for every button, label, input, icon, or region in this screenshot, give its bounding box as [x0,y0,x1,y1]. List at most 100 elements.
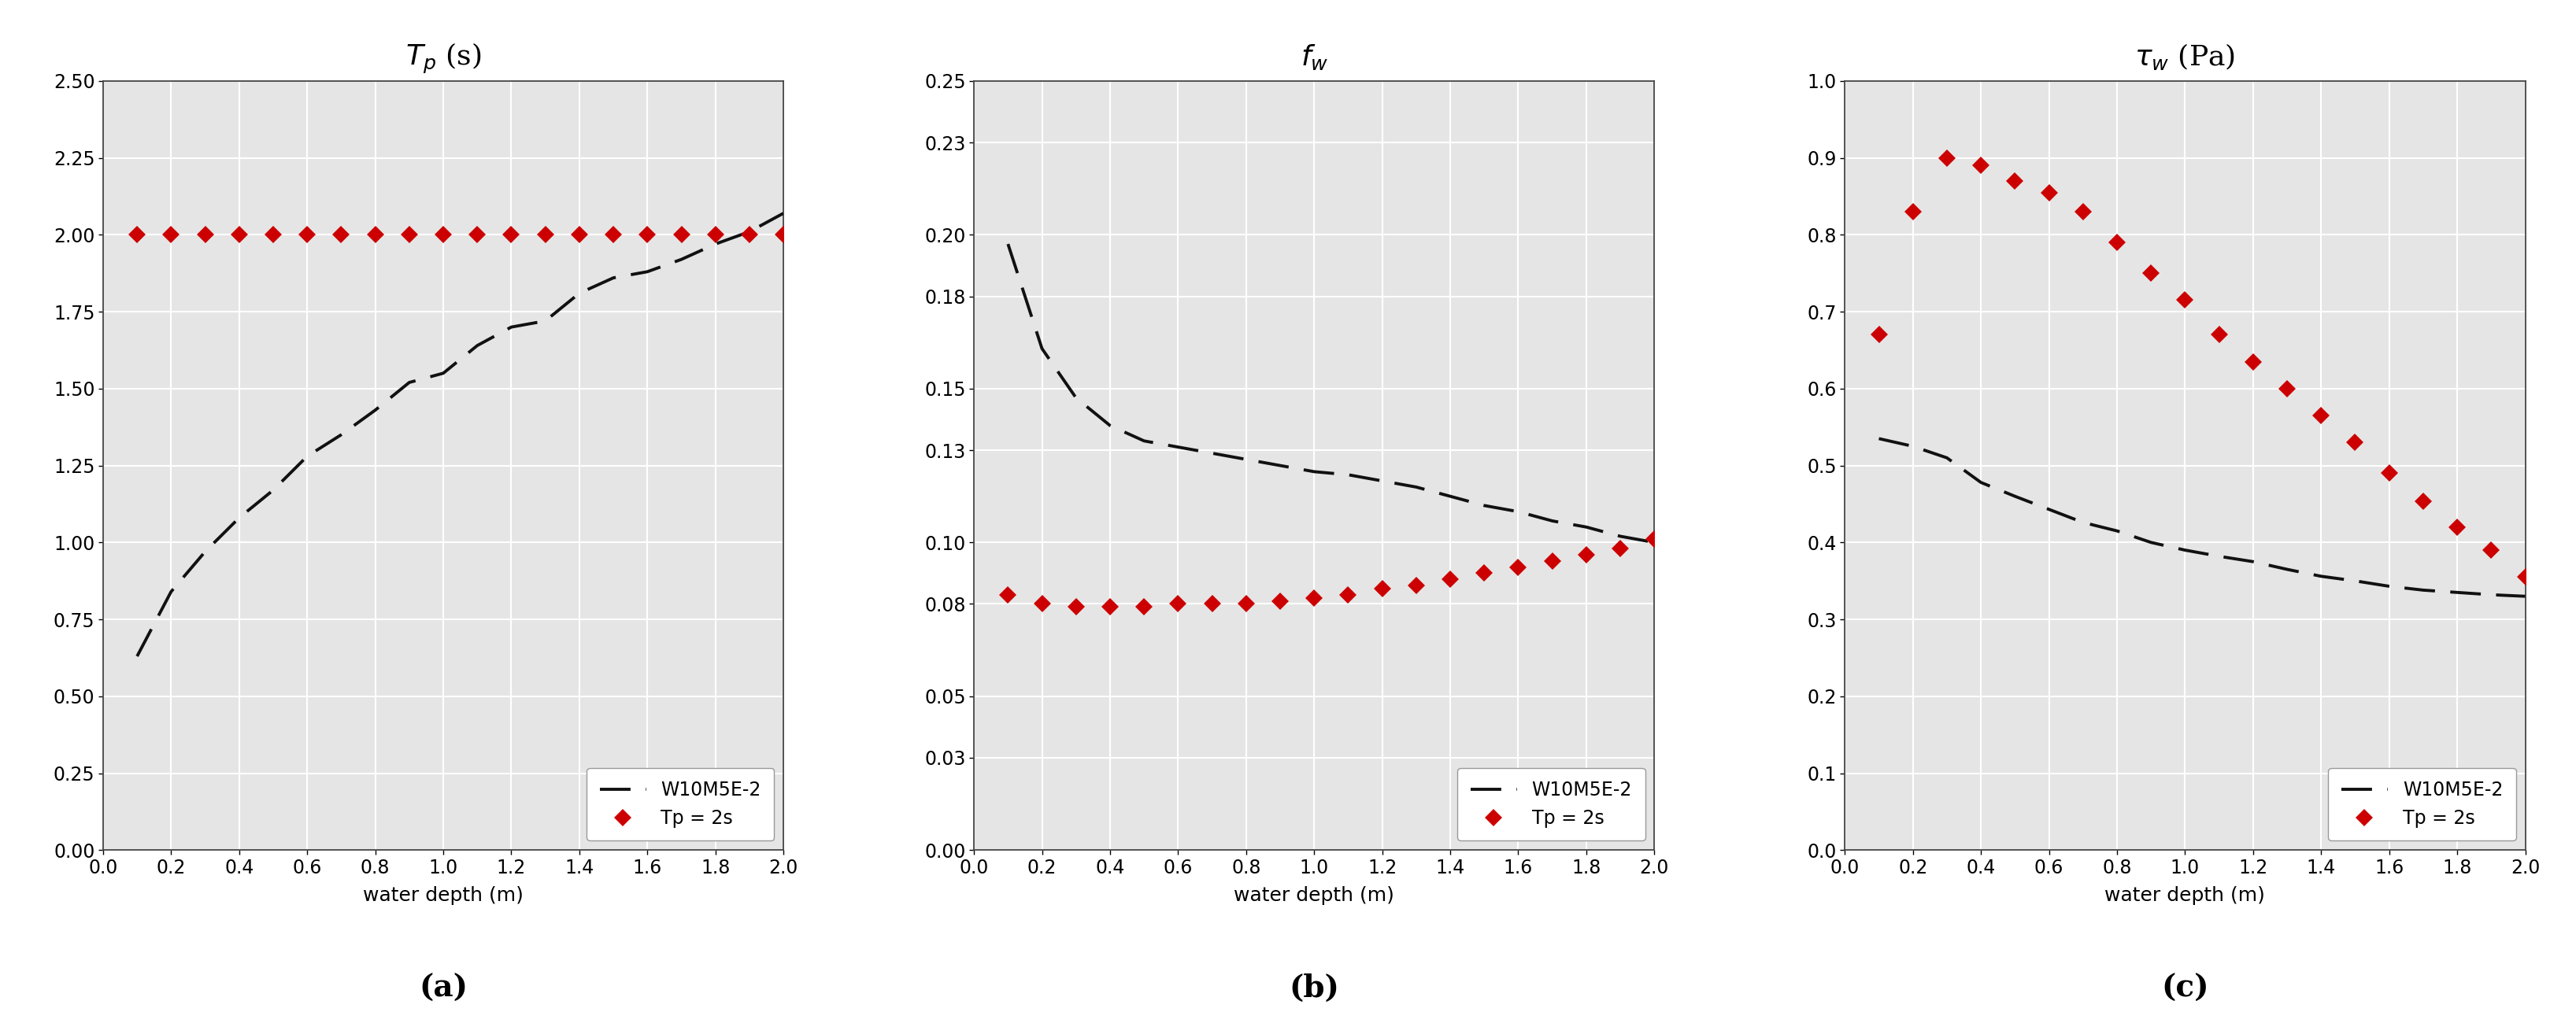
X-axis label: water depth (m): water depth (m) [1234,886,1394,905]
W10M5E-2 [1468,500,1499,512]
Tp = 2s [1195,598,1226,610]
Tp = 2s [1365,583,1396,595]
Tp = 2s [495,229,526,241]
W10M5E-2 [531,315,562,327]
W10M5E-2 [1401,481,1432,493]
W10M5E-2 [992,238,1023,250]
W10M5E-2 [361,404,392,416]
W10M5E-2 [1638,536,1669,549]
W10M5E-2 [1231,453,1262,466]
Tp = 2s [361,229,392,241]
Tp = 2s [665,229,696,241]
W10M5E-2 [2136,536,2166,549]
W10M5E-2 [1435,490,1466,502]
Legend: W10M5E-2, Tp = 2s: W10M5E-2, Tp = 2s [587,768,773,841]
W10M5E-2 [2236,556,2267,568]
W10M5E-2 [1025,342,1056,354]
Tp = 2s [121,229,152,241]
Tp = 2s [531,229,562,241]
W10M5E-2 [1605,530,1636,542]
Tp = 2s [2372,468,2403,480]
W10M5E-2 [1061,392,1092,404]
W10M5E-2 [428,367,459,380]
Tp = 2s [1265,595,1296,607]
Tp = 2s [394,229,425,241]
Tp = 2s [224,229,255,241]
Tp = 2s [2272,383,2303,395]
W10M5E-2 [665,253,696,265]
Tp = 2s [2236,355,2267,367]
Line: Tp = 2s: Tp = 2s [1002,533,1659,613]
W10M5E-2 [2066,516,2097,528]
Line: W10M5E-2: W10M5E-2 [137,214,783,656]
Title: $\tau_w$ (Pa): $\tau_w$ (Pa) [2133,43,2236,72]
Tp = 2s [1605,542,1636,555]
X-axis label: water depth (m): water depth (m) [363,886,523,905]
Tp = 2s [734,229,765,241]
Tp = 2s [1999,175,2030,187]
W10M5E-2 [2339,575,2370,587]
Tp = 2s [2339,436,2370,448]
W10M5E-2 [258,484,289,496]
Legend: W10M5E-2, Tp = 2s: W10M5E-2, Tp = 2s [1458,768,1643,841]
W10M5E-2 [564,287,595,300]
Tp = 2s [1332,589,1363,601]
Tp = 2s [2066,205,2097,218]
Legend: W10M5E-2, Tp = 2s: W10M5E-2, Tp = 2s [2329,768,2514,841]
Tp = 2s [191,229,222,241]
Tp = 2s [1965,160,1996,172]
Tp = 2s [2032,186,2063,198]
Tp = 2s [1435,573,1466,585]
Tp = 2s [428,229,459,241]
Text: (c): (c) [2161,974,2208,1003]
W10M5E-2 [1502,506,1533,518]
W10M5E-2 [768,207,799,220]
Tp = 2s [1932,152,1963,164]
Tp = 2s [1095,601,1126,613]
Tp = 2s [291,229,322,241]
W10M5E-2 [121,650,152,662]
X-axis label: water depth (m): water depth (m) [2105,886,2264,905]
W10M5E-2 [1862,432,1893,444]
W10M5E-2 [1571,521,1602,533]
Tp = 2s [2136,267,2166,279]
Tp = 2s [1468,567,1499,579]
Tp = 2s [325,229,355,241]
W10M5E-2 [325,429,355,441]
W10M5E-2 [2032,503,2063,515]
Tp = 2s [1025,598,1056,610]
W10M5E-2 [1365,475,1396,487]
W10M5E-2 [224,512,255,524]
W10M5E-2 [1298,466,1329,478]
W10M5E-2 [701,238,732,250]
W10M5E-2 [2509,590,2540,602]
Tp = 2s [461,229,492,241]
Tp = 2s [2306,410,2336,422]
Tp = 2s [2406,496,2437,508]
Tp = 2s [1571,549,1602,561]
Tp = 2s [155,229,185,241]
Tp = 2s [2509,571,2540,583]
Tp = 2s [1128,601,1159,613]
Line: Tp = 2s: Tp = 2s [131,229,788,241]
W10M5E-2 [1195,447,1226,459]
Tp = 2s [992,589,1023,601]
W10M5E-2 [461,339,492,351]
W10M5E-2 [2202,551,2233,563]
Tp = 2s [564,229,595,241]
W10M5E-2 [1332,469,1363,481]
Tp = 2s [1638,533,1669,545]
W10M5E-2 [1965,477,1996,489]
W10M5E-2 [1999,490,2030,502]
Tp = 2s [598,229,629,241]
W10M5E-2 [1535,515,1566,527]
Line: W10M5E-2: W10M5E-2 [1878,438,2524,596]
W10M5E-2 [394,376,425,389]
Tp = 2s [1231,598,1262,610]
Tp = 2s [2102,237,2133,249]
Line: W10M5E-2: W10M5E-2 [1007,244,1654,542]
W10M5E-2 [1896,440,1927,452]
W10M5E-2 [734,226,765,238]
Title: $T_p$ (s): $T_p$ (s) [404,41,482,76]
W10M5E-2 [2102,525,2133,537]
